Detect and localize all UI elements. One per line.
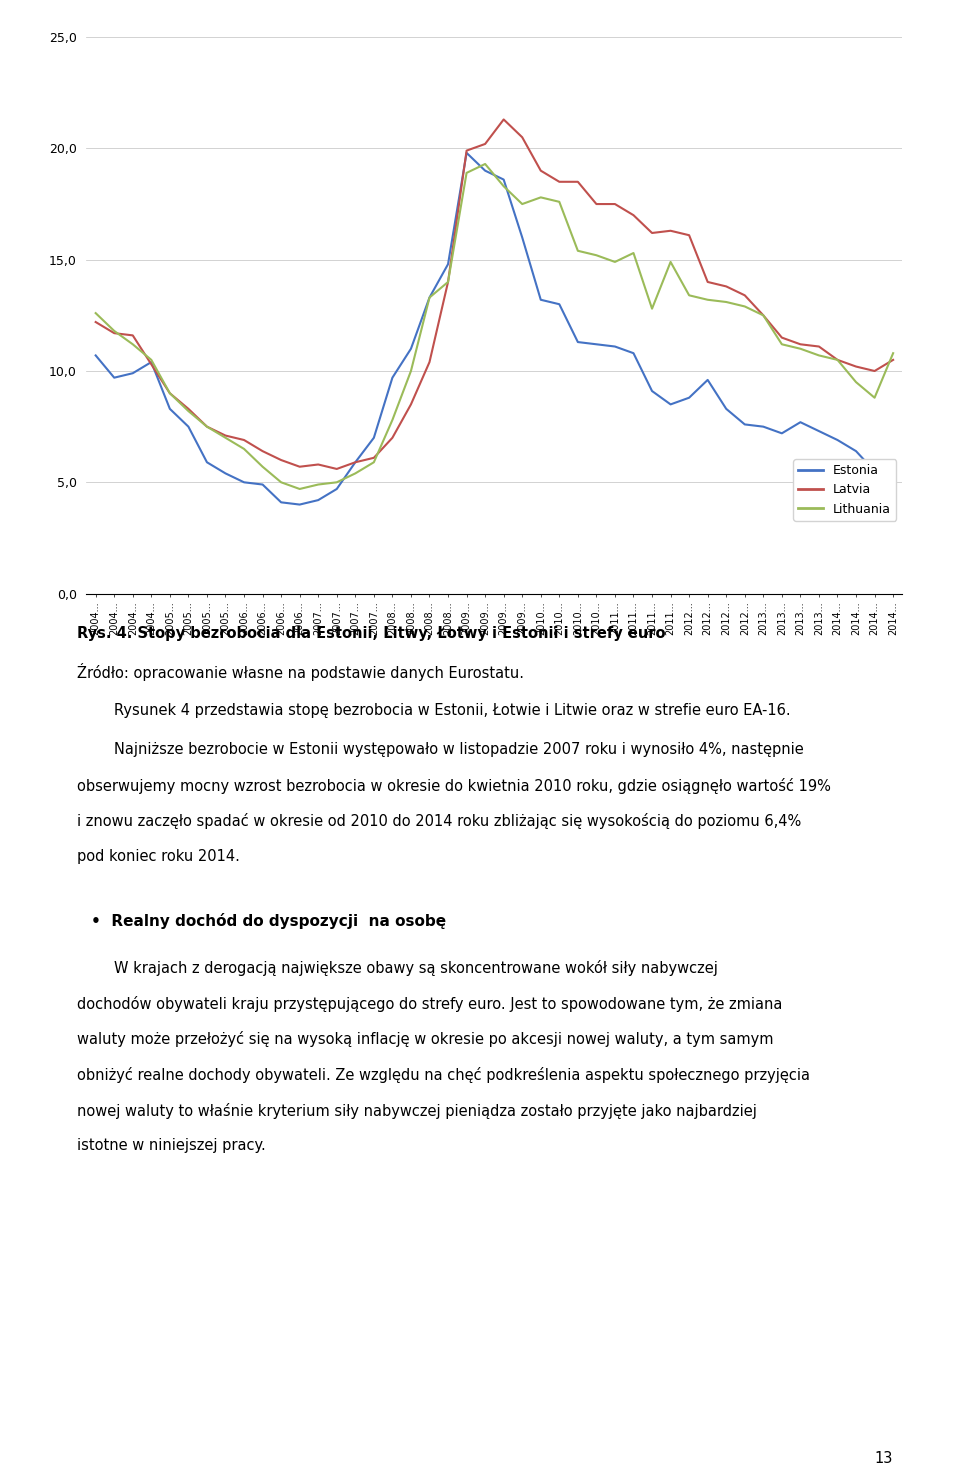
Text: Rysunek 4 przedstawia stopę bezrobocia w Estonii, Łotwie i Litwie oraz w strefie: Rysunek 4 przedstawia stopę bezrobocia w… <box>77 703 790 718</box>
Text: obserwujemy mocny wzrost bezrobocia w okresie do kwietnia 2010 roku, gdzie osiąg: obserwujemy mocny wzrost bezrobocia w ok… <box>77 778 830 794</box>
Legend: Estonia, Latvia, Lithuania: Estonia, Latvia, Lithuania <box>793 459 896 521</box>
Text: i znowu zaczęło spadać w okresie od 2010 do 2014 roku zbliżając się wysokością d: i znowu zaczęło spadać w okresie od 2010… <box>77 813 801 830</box>
Text: •  Realny dochód do dyspozycji  na osobę: • Realny dochód do dyspozycji na osobę <box>91 913 446 929</box>
Text: obniżyć realne dochody obywateli. Ze względu na chęć podkreślenia aspektu społec: obniżyć realne dochody obywateli. Ze wzg… <box>77 1067 810 1083</box>
Text: Rys. 4. Stopy bezrobocia dla Estonii, Litwy, Łotwy i Estonii i strefy euro: Rys. 4. Stopy bezrobocia dla Estonii, Li… <box>77 626 665 641</box>
Text: dochodów obywateli kraju przystępującego do strefy euro. Jest to spowodowane tym: dochodów obywateli kraju przystępującego… <box>77 996 782 1012</box>
Text: istotne w niniejszej pracy.: istotne w niniejszej pracy. <box>77 1138 266 1153</box>
Text: nowej waluty to właśnie kryterium siły nabywczej pieniądza zostało przyjęte jako: nowej waluty to właśnie kryterium siły n… <box>77 1103 756 1119</box>
Text: pod koniec roku 2014.: pod koniec roku 2014. <box>77 849 240 864</box>
Text: waluty może przełożyć się na wysoką inflację w okresie po akcesji nowej waluty, : waluty może przełożyć się na wysoką infl… <box>77 1031 774 1048</box>
Text: Źródło: opracowanie własne na podstawie danych Eurostatu.: Źródło: opracowanie własne na podstawie … <box>77 663 524 681</box>
Text: 13: 13 <box>874 1451 893 1466</box>
Text: Najniższe bezrobocie w Estonii występowało w listopadzie 2007 roku i wynosiło 4%: Najniższe bezrobocie w Estonii występowa… <box>77 742 804 757</box>
Text: W krajach z derogacją największe obawy są skoncentrowane wokół siły nabywczej: W krajach z derogacją największe obawy s… <box>77 960 718 976</box>
